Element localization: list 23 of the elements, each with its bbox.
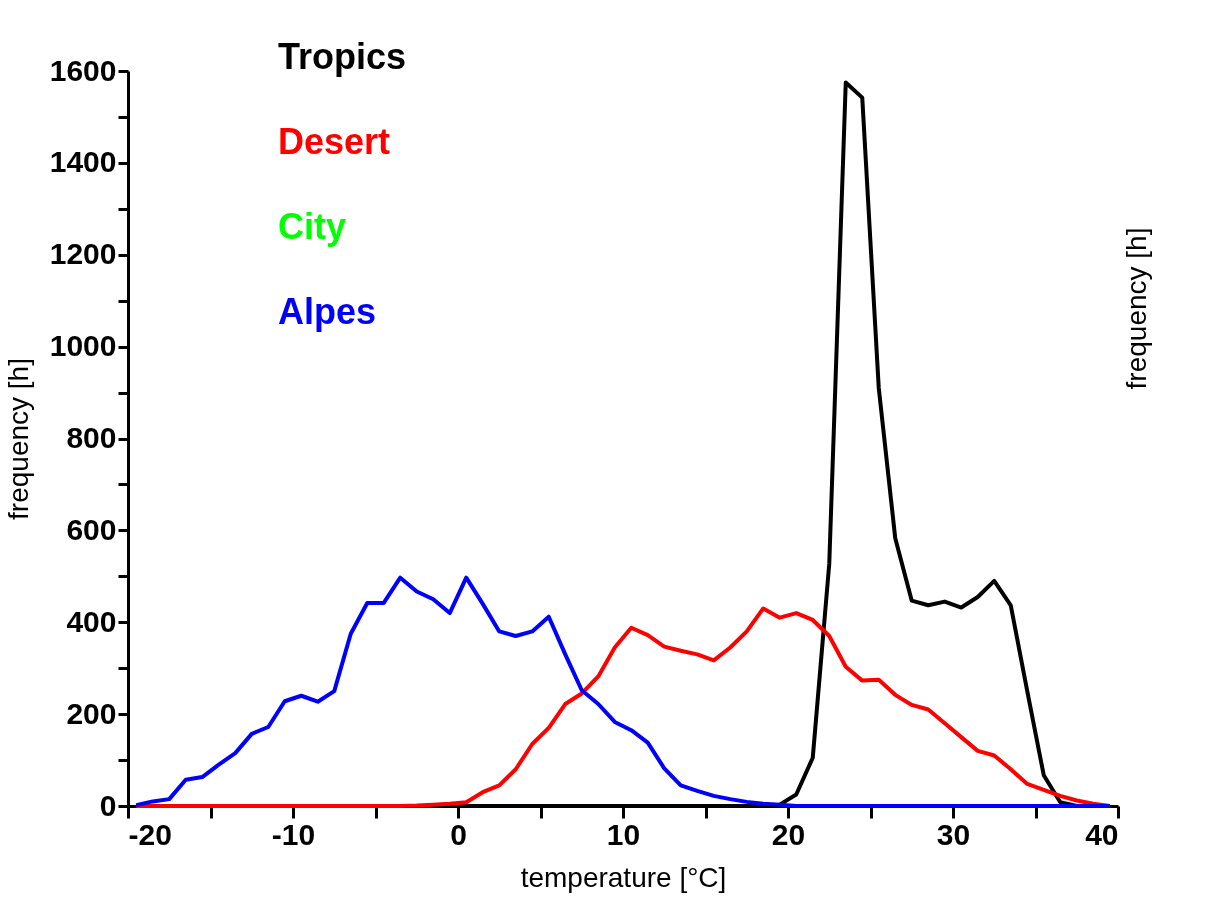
y-axis-title: frequency [h] (2, 358, 34, 520)
x-tick-label: 20 (771, 817, 806, 851)
y2-axis-title: frequency [h] (1121, 227, 1152, 390)
x-tick-label: 30 (936, 817, 971, 851)
y-tick-label: 1400 (49, 145, 117, 179)
x-tick-label: -20 (128, 817, 172, 851)
x-axis-title: temperature [°C] (520, 861, 727, 893)
x-tick-label: 10 (606, 817, 641, 851)
y-tick-label: 0 (99, 788, 117, 822)
y-tick-label: 200 (66, 696, 117, 730)
x-tick-label: 0 (450, 817, 467, 851)
text: Desert (278, 121, 391, 162)
x-tick-label: 40 (1085, 817, 1119, 851)
x-tick-label: -10 (271, 817, 316, 851)
y-tick-label: 800 (66, 421, 117, 454)
y-tick-label: 1200 (49, 237, 117, 271)
legend-label: City (278, 206, 347, 247)
y-tick-label: 1600 (49, 53, 117, 87)
text: Alpes (278, 291, 377, 332)
y-tick-label: 600 (66, 512, 117, 546)
y-tick-label: 400 (66, 604, 117, 638)
y-tick-label: 1000 (49, 329, 117, 363)
text: Tropics (278, 36, 407, 77)
